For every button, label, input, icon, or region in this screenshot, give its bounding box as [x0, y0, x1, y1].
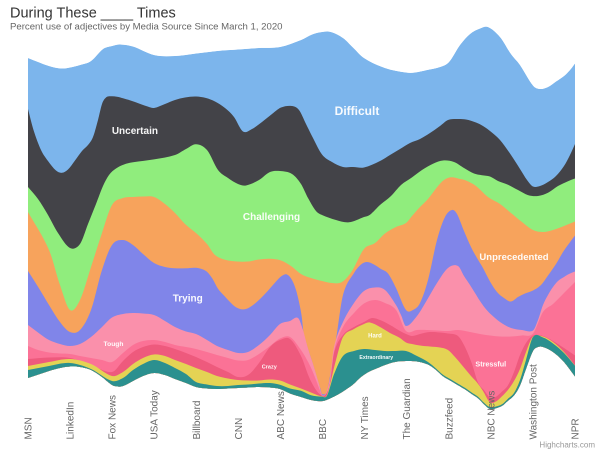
svg-text:Billboard: Billboard — [192, 401, 203, 440]
svg-text:Washington Post: Washington Post — [528, 364, 539, 439]
svg-text:Fox News: Fox News — [108, 395, 119, 439]
svg-text:Highcharts.com: Highcharts.com — [539, 441, 595, 450]
svg-text:During These ____ Times: During These ____ Times — [10, 6, 176, 22]
svg-text:USA Today: USA Today — [150, 390, 161, 439]
svg-text:Hard: Hard — [368, 334, 382, 340]
svg-text:Uncertain: Uncertain — [112, 126, 158, 137]
svg-text:Trying: Trying — [173, 293, 203, 304]
svg-text:MSN: MSN — [24, 417, 35, 439]
svg-text:Challenging: Challenging — [243, 212, 300, 223]
svg-text:Extraordinary: Extraordinary — [359, 355, 393, 361]
svg-text:Percent use of adjectives by M: Percent use of adjectives by Media Sourc… — [10, 22, 283, 33]
svg-text:Unprecedented: Unprecedented — [479, 252, 548, 263]
svg-text:NY Times: NY Times — [360, 396, 371, 439]
svg-text:Difficult: Difficult — [335, 104, 380, 118]
svg-text:LinkedIn: LinkedIn — [66, 402, 77, 440]
svg-text:NBC News: NBC News — [486, 391, 497, 440]
svg-text:ABC News: ABC News — [276, 391, 287, 439]
svg-text:Stressful: Stressful — [475, 360, 506, 369]
svg-text:The Guardian: The Guardian — [402, 378, 413, 439]
svg-text:CNN: CNN — [234, 418, 245, 440]
svg-text:Tough: Tough — [104, 341, 124, 348]
svg-text:BBC: BBC — [318, 419, 329, 440]
svg-text:Buzzfeed: Buzzfeed — [444, 398, 455, 440]
svg-text:Crazy: Crazy — [262, 365, 278, 371]
svg-text:NPR: NPR — [571, 418, 582, 439]
